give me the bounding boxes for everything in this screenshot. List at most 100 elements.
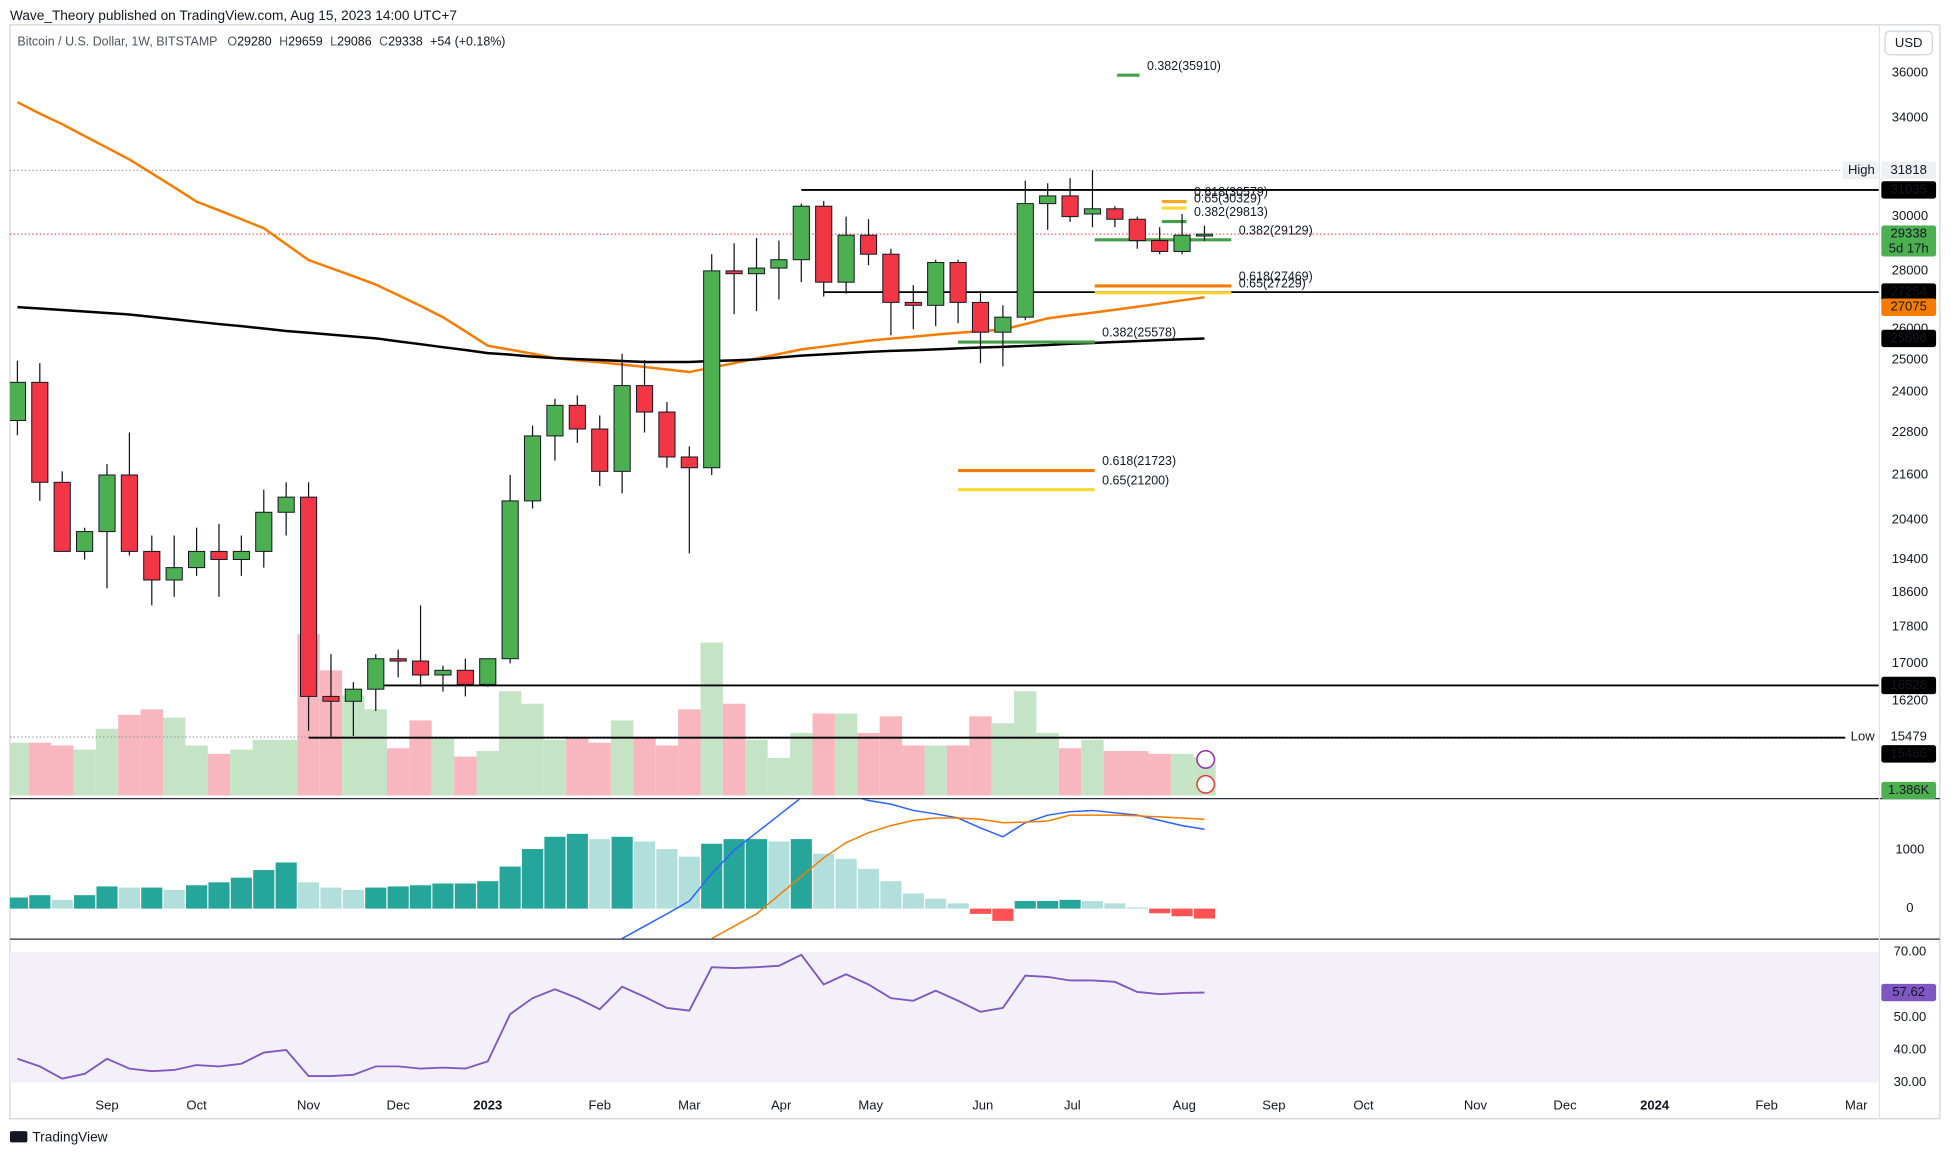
macd-histogram xyxy=(768,841,790,909)
y-tick-label: 22800 xyxy=(1892,424,1928,439)
volume-bar xyxy=(409,720,432,796)
candle-body xyxy=(792,205,810,261)
candle-body xyxy=(523,435,542,502)
volume-bar xyxy=(1058,748,1082,796)
volume-bar xyxy=(946,745,970,796)
candle-body xyxy=(747,267,766,275)
volume-bar xyxy=(722,703,746,796)
x-tick-label: Jul xyxy=(1064,1098,1081,1113)
volume-bar xyxy=(969,716,992,796)
level-value: 31035 xyxy=(1891,181,1927,196)
candle-body xyxy=(53,481,71,552)
volume-bar xyxy=(1081,739,1104,796)
rsi-value: 57.62 xyxy=(1892,984,1925,999)
level-value-bg xyxy=(1881,181,1937,199)
level-value: 27254 xyxy=(1891,284,1927,299)
high-tag: High xyxy=(1848,162,1875,177)
macd-histogram xyxy=(409,885,432,909)
x-tick-label: Feb xyxy=(588,1098,610,1113)
volume-value: 1.386K xyxy=(1888,782,1930,797)
fib-label: 0.65(21200) xyxy=(1102,473,1169,487)
volume-bar xyxy=(566,738,589,796)
level-value-bg xyxy=(1881,283,1937,301)
candle-body xyxy=(322,695,340,702)
event-icon[interactable] xyxy=(1196,750,1216,769)
macd-histogram xyxy=(566,833,588,909)
macd-tick-label: 1000 xyxy=(1895,842,1924,857)
candle-body xyxy=(635,385,654,413)
macd-histogram xyxy=(521,849,544,909)
event-icon[interactable] xyxy=(1196,774,1216,794)
candle-body xyxy=(770,259,788,269)
macd-pane xyxy=(9,799,1216,939)
macd-histogram xyxy=(96,886,118,909)
macd-histogram xyxy=(611,836,633,909)
macd-histogram xyxy=(275,862,297,909)
y-tick-label: 28000 xyxy=(1892,262,1928,277)
macd-histogram xyxy=(1059,899,1081,909)
candle-body xyxy=(1151,240,1169,252)
volume-bar xyxy=(588,742,611,796)
volume-bar xyxy=(252,739,275,796)
macd-histogram xyxy=(1126,907,1148,909)
level-value-bg xyxy=(1881,676,1937,695)
candle-body xyxy=(1039,195,1057,205)
volume-bar xyxy=(364,709,387,796)
volume-bar xyxy=(767,757,791,796)
volume-bar xyxy=(51,745,74,796)
candle-body xyxy=(837,234,855,283)
x-tick-label: Mar xyxy=(1845,1098,1868,1113)
macd-histogram xyxy=(1014,901,1036,909)
macd-histogram xyxy=(208,882,230,909)
candle-body xyxy=(255,511,273,552)
macd-histogram xyxy=(925,898,947,909)
volume-bar xyxy=(543,739,567,796)
fib-label: 0.618(21723) xyxy=(1102,454,1176,468)
macd-histogram xyxy=(1171,908,1193,917)
fib-label: 0.382(29813) xyxy=(1194,205,1268,219)
volume-bar xyxy=(454,756,477,796)
x-tick-label: Jun xyxy=(972,1098,993,1113)
volume-bar xyxy=(95,728,119,796)
currency[interactable]: USD xyxy=(1895,35,1923,50)
candle-body xyxy=(456,669,474,685)
x-tick-label: 2023 xyxy=(473,1098,502,1113)
x-tick-label: Nov xyxy=(1464,1098,1488,1113)
macd-histogram xyxy=(230,877,252,909)
high-tag-bg xyxy=(1842,161,1879,180)
volume-bar xyxy=(386,748,410,796)
ma-value-bg xyxy=(1881,298,1937,316)
macd-histogram xyxy=(454,883,476,909)
rsi-band xyxy=(9,952,1879,1083)
macd-histogram xyxy=(633,841,656,909)
macd-histogram xyxy=(365,887,387,909)
rsi-tick-label: 40.00 xyxy=(1894,1041,1927,1056)
volume-bar xyxy=(1014,691,1037,796)
macd-histogram xyxy=(835,858,857,909)
fib-label: 0.382(29129) xyxy=(1239,223,1313,237)
volume-bar xyxy=(834,713,858,796)
volume-bar xyxy=(476,751,499,796)
macd-histogram xyxy=(857,868,880,909)
macd-histogram xyxy=(432,883,454,909)
macd-tick-label: 0 xyxy=(1906,900,1913,915)
volume-bar xyxy=(207,753,231,796)
rsi-pane xyxy=(9,952,1879,1083)
ohlc-value: 29086 xyxy=(337,35,372,49)
y-tick-label: 20400 xyxy=(1892,511,1928,526)
fib-label: 0.618(30579) xyxy=(1194,185,1268,199)
macd-histogram xyxy=(163,889,185,909)
candle-body xyxy=(949,262,967,303)
x-tick-label: Aug xyxy=(1173,1098,1196,1113)
x-tick-label: May xyxy=(858,1098,883,1113)
macd-histogram xyxy=(656,849,678,909)
volume-bar xyxy=(924,745,947,796)
level-value: 15466 xyxy=(1891,745,1927,760)
currency-button[interactable] xyxy=(1884,30,1933,56)
symbol: Bitcoin / U.S. Dollar, 1W, BITSTAMP xyxy=(17,35,217,49)
x-tick-label: Feb xyxy=(1755,1098,1777,1113)
volume-bar xyxy=(140,709,163,796)
candle-body xyxy=(703,270,721,469)
candle-body xyxy=(389,658,407,662)
macd-histogram xyxy=(947,903,969,909)
